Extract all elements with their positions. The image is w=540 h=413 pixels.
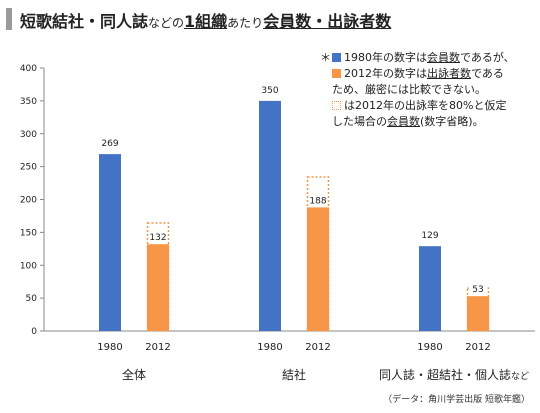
chart-note: ＊ 1980年の数字は会員数であるが、 2012年の数字は出詠者数である ため、厳… [320,50,515,130]
note-line2-b: 出詠者数 [427,67,471,80]
group-label: 結社 [282,367,306,382]
group-label-main: 結社 [282,367,306,382]
x-category-label: 2012 [145,342,170,353]
y-tick-label: 0 [31,327,37,337]
y-tick-label: 400 [20,64,37,74]
bars [99,100,490,332]
bar-blue [99,154,121,331]
y-tick-label: 50 [26,294,38,304]
note-line3: ため、厳密には比較できない。 [332,83,486,96]
bar-blue [419,246,441,331]
x-category-label: 1980 [257,342,282,353]
note-line5-a: した場合の [332,115,387,128]
group-label: 全体 [122,367,146,382]
note-line1-c: であるが、 [460,51,515,64]
y-tick-label: 150 [20,228,37,238]
group-label-main: 全体 [122,367,146,382]
group-label-suffix: など [511,371,529,382]
value-label: 188 [309,196,326,206]
note-line5-c: (数字省略)。 [420,115,484,128]
value-label: 53 [472,285,483,295]
x-category-label: 1980 [417,342,442,353]
y-axis: 0 50 100 150 200 250 300 350 400 [20,64,535,337]
bar-orange [307,207,329,331]
labels: 269 1980 132 2012 全体 350 1980 188 2012 結社 129 1980 5… [97,86,529,382]
group-label-main: 同人誌・超結社・個人誌 [379,367,511,382]
note-line2-a: 2012年の数字は [344,67,427,80]
title-part4: あたり [227,16,264,30]
x-category-label: 1980 [97,342,122,353]
value-label: 129 [421,231,438,241]
value-label-bg [469,283,487,295]
title-accent-bar [6,8,12,30]
title-part3: 1組織 [184,12,228,31]
legend-dotted-swatch [332,101,341,110]
y-tick-label: 100 [20,261,37,271]
data-source: （データ：角川学芸出版 短歌年鑑） [383,395,530,405]
note-line1-b: 会員数 [427,51,460,64]
note-star: ＊ [320,51,331,64]
bar-blue [259,100,281,331]
value-label: 350 [261,86,278,96]
note-line5-b: 会員数 [387,115,420,128]
group-label: 同人誌・超結社・個人誌など [379,367,529,382]
value-label: 269 [101,139,118,149]
legend-orange-swatch [332,69,341,78]
y-tick-label: 350 [20,97,37,107]
title-part1: 短歌結社・同人誌 [20,12,149,31]
legend-blue-swatch [332,53,341,62]
y-tick-label: 300 [20,130,37,140]
note-line1-a: 1980年の数字は [344,51,427,64]
bar-orange [147,244,169,331]
value-label: 132 [149,233,166,243]
x-category-label: 2012 [305,342,330,353]
bar-orange [467,296,489,331]
x-category-label: 2012 [465,342,490,353]
value-label-bg [149,231,167,243]
title-part5: 会員数・出詠者数 [263,12,392,31]
title-part2: などの [148,16,185,30]
y-tick-label: 250 [20,163,37,173]
note-line2-c: である [471,67,504,80]
page-title: 短歌結社・同人誌などの1組織あたり会員数・出詠者数 [20,8,391,32]
value-label-bg [309,194,327,206]
note-line4: は2012年の出詠率を80%と仮定 [344,99,507,112]
y-tick-label: 200 [20,196,37,206]
